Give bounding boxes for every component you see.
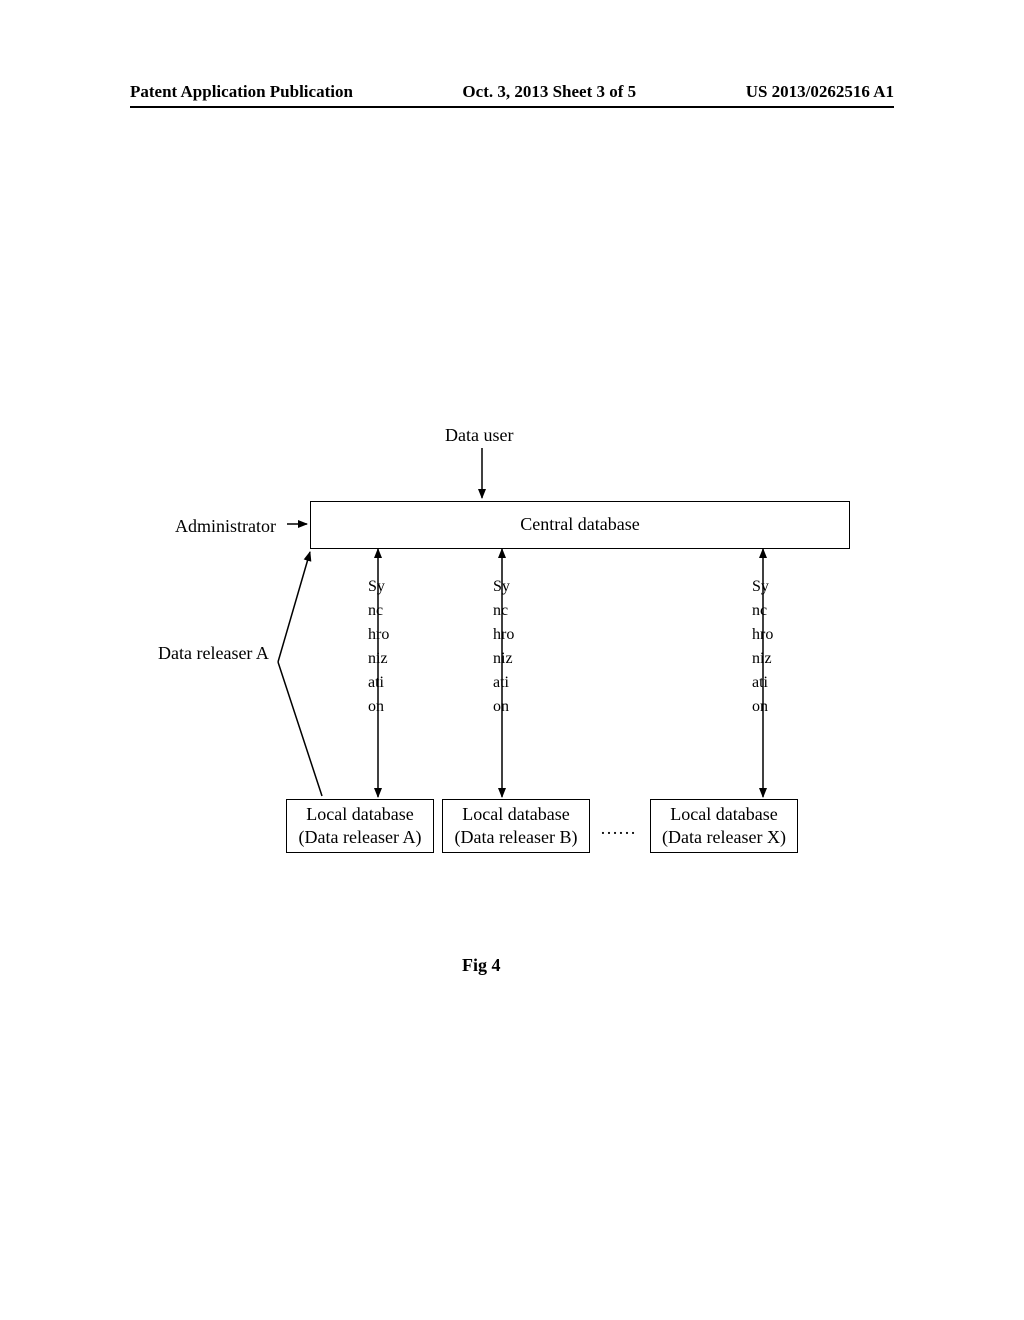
local-x-line2: (Data releaser X) (662, 826, 786, 849)
data-user-label: Data user (445, 425, 513, 446)
figure-caption: Fig 4 (462, 955, 501, 976)
central-database-text: Central database (520, 513, 639, 536)
local-a-line2: (Data releaser A) (299, 826, 422, 849)
diagram-fig4: Data user Administrator Data releaser A … (0, 0, 1024, 1320)
data-releaser-a-label: Data releaser A (158, 643, 269, 664)
administrator-label: Administrator (175, 516, 276, 537)
ellipsis-label: …… (600, 818, 636, 839)
local-a-line1: Local database (306, 803, 413, 826)
local-database-a-box: Local database (Data releaser A) (286, 799, 434, 853)
local-database-x-box: Local database (Data releaser X) (650, 799, 798, 853)
central-database-box: Central database (310, 501, 850, 549)
local-database-b-box: Local database (Data releaser B) (442, 799, 590, 853)
local-b-line2: (Data releaser B) (455, 826, 578, 849)
local-b-line1: Local database (462, 803, 569, 826)
sync-label-2: Synchronization (493, 575, 514, 719)
local-x-line1: Local database (670, 803, 777, 826)
sync-label-3: Synchronization (752, 575, 773, 719)
sync-label-1: Synchronization (368, 575, 389, 719)
